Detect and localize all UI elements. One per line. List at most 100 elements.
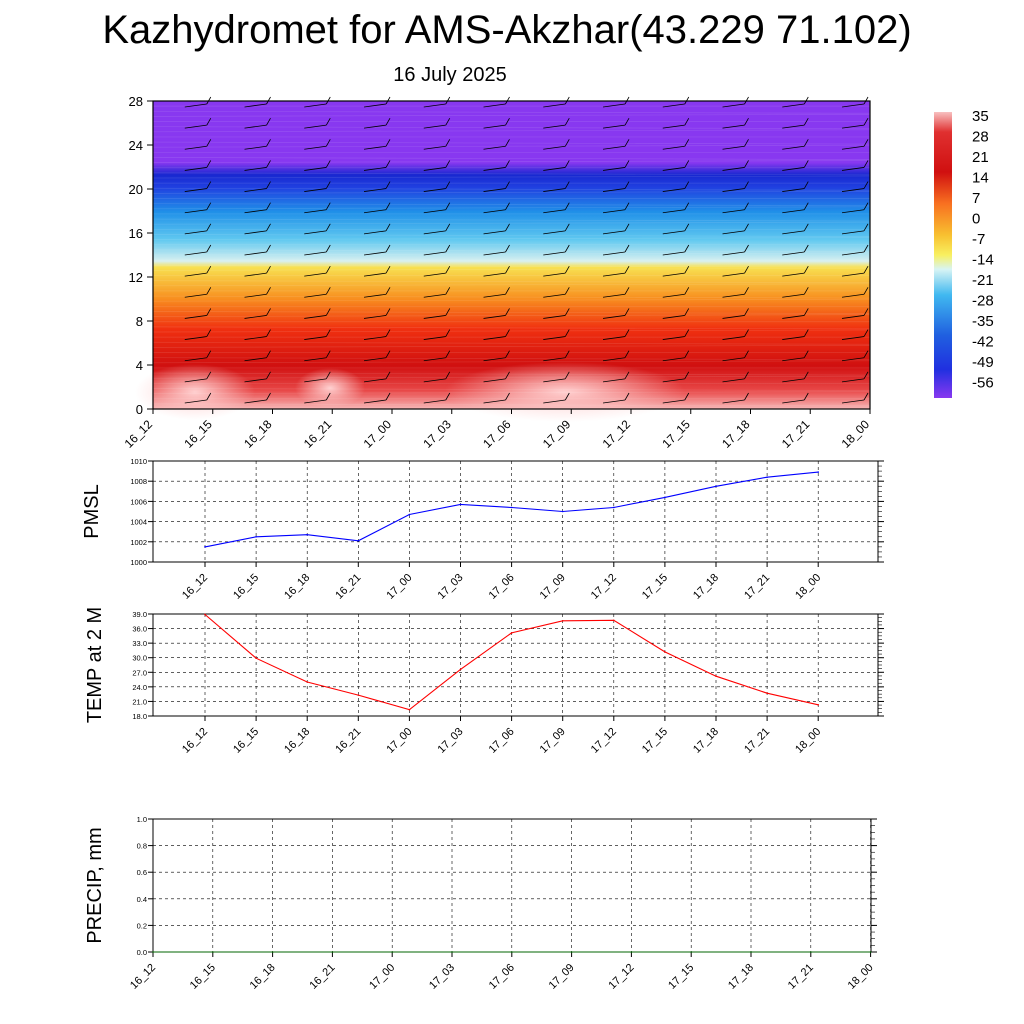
wind-barb: [184, 272, 207, 277]
data-point: [613, 506, 615, 509]
wind-barb: [363, 124, 387, 129]
data-point: [715, 485, 717, 488]
colorbar-label: -7: [972, 231, 985, 248]
wind-barb: [423, 293, 446, 298]
wind-barb: [744, 202, 749, 210]
wind-barb: [363, 336, 387, 340]
wind-barb: [602, 357, 626, 362]
wind-barb: [662, 357, 685, 362]
wind-barb: [841, 188, 865, 192]
contour-line: [152, 375, 871, 379]
wind-barb: [841, 124, 865, 129]
wind-barb: [483, 188, 506, 192]
wind-barb: [543, 209, 566, 214]
wind-barb: [662, 230, 685, 235]
wind-barb: [206, 223, 212, 232]
wind-barb: [803, 181, 809, 189]
wind-barb: [782, 251, 805, 256]
wind-barb: [624, 287, 630, 295]
x-tick-label: 17_12: [589, 726, 619, 756]
wind-barb: [744, 308, 749, 316]
wind-barb: [662, 293, 685, 298]
wind-barb: [266, 202, 271, 210]
wind-barb: [445, 287, 451, 295]
wind-barb: [744, 160, 749, 168]
wind-barb: [543, 103, 566, 108]
x-tick-label: 17_12: [589, 572, 619, 602]
x-tick-label: 17_18: [719, 417, 753, 451]
wind-barb: [483, 378, 506, 383]
contour-line: [152, 114, 871, 117]
wind-barb: [325, 308, 331, 316]
colorbar-label: 21: [972, 149, 989, 166]
x-tick-label: 17_09: [538, 572, 568, 602]
wind-barb: [863, 329, 869, 337]
wind-barb: [423, 145, 446, 150]
heatmap-hotspot: [135, 364, 255, 420]
wind-barb: [385, 371, 391, 380]
data-point: [271, 951, 274, 953]
x-tick-label: 17_00: [361, 417, 395, 451]
data-point: [561, 510, 564, 513]
wind-barb: [722, 399, 745, 404]
y-tick-label: 0.4: [137, 895, 147, 904]
wind-barb: [684, 223, 690, 232]
wind-barb: [244, 336, 267, 340]
wind-barb: [803, 287, 809, 295]
wind-barb: [184, 145, 207, 150]
wind-barb: [744, 287, 749, 295]
contour-line: [152, 391, 871, 394]
heatmap-field: [153, 101, 870, 409]
contour-line: [152, 298, 871, 302]
y-tick-label: 28: [129, 94, 143, 109]
wind-barb: [744, 392, 749, 401]
wind-barb: [244, 188, 267, 192]
data-point: [817, 704, 819, 706]
colorbar-label: -21: [972, 272, 994, 289]
heatmap-hotspot: [295, 368, 365, 408]
wind-barb: [423, 378, 446, 383]
contour-line: [152, 311, 871, 314]
data-point: [331, 951, 334, 953]
x-tick-label: 18_00: [793, 726, 823, 756]
wind-barb: [744, 181, 749, 189]
colorbar-label: 7: [972, 190, 980, 207]
x-tick-label: 17_15: [640, 726, 670, 756]
wind-barb: [423, 315, 446, 319]
x-tick-label: 16_18: [248, 962, 278, 992]
wind-barb: [266, 244, 271, 253]
wind-barb: [423, 124, 446, 129]
wind-barb: [722, 230, 745, 235]
wind-barb: [483, 230, 506, 235]
data-point: [451, 951, 453, 953]
wind-barb: [206, 160, 212, 168]
contour-line: [152, 264, 871, 268]
data-point: [152, 951, 154, 953]
contour-line: [152, 234, 871, 237]
wind-barb: [423, 336, 446, 340]
y-tick-label: 1010: [130, 457, 147, 466]
wind-barb: [206, 117, 212, 126]
data-point: [664, 496, 666, 499]
wind-barb: [206, 329, 212, 337]
wind-barb: [602, 399, 626, 404]
x-tick-label: 17_09: [540, 417, 574, 451]
wind-barb: [841, 209, 865, 214]
contour-line: [152, 237, 871, 240]
data-point: [255, 535, 257, 538]
colorbar-label: -56: [972, 375, 994, 392]
wind-barb: [184, 230, 207, 235]
wind-barb: [483, 357, 506, 362]
wind-barb: [841, 357, 865, 362]
data-point: [561, 620, 564, 622]
data-point: [306, 533, 309, 536]
wind-barb: [662, 145, 685, 150]
contour-line: [152, 341, 871, 345]
wind-barb: [624, 117, 630, 126]
wind-barb: [363, 103, 387, 108]
x-tick-label: 16_12: [128, 962, 158, 992]
wind-barb: [841, 145, 865, 150]
x-tick-label: 17_18: [691, 572, 721, 602]
wind-barb: [684, 371, 690, 380]
data-point: [766, 476, 768, 478]
